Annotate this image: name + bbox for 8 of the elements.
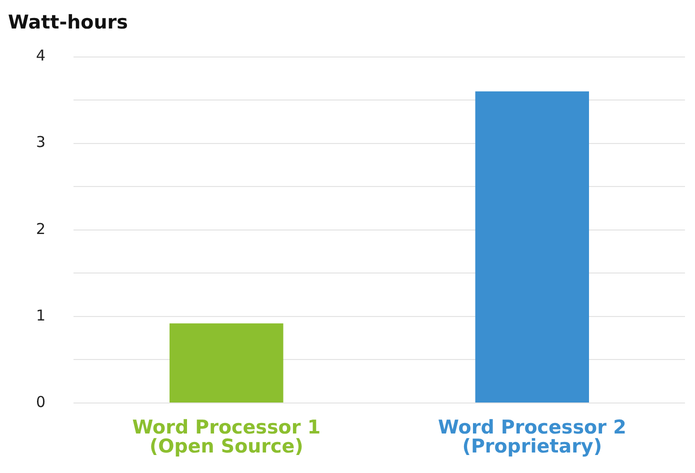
y-tick-label: 4 [36,46,46,65]
y-tick-label: 2 [36,220,46,238]
y-axis-title: Watt-hours [8,11,128,34]
y-tick-label: 0 [36,392,46,411]
x-tick-label: Word Processor 1 (Open Source) [132,416,321,458]
y-tick-label: 3 [36,133,46,152]
y-tick-label: 1 [36,306,46,324]
x-tick-label: Word Processor 2 (Proprietary) [438,416,626,458]
